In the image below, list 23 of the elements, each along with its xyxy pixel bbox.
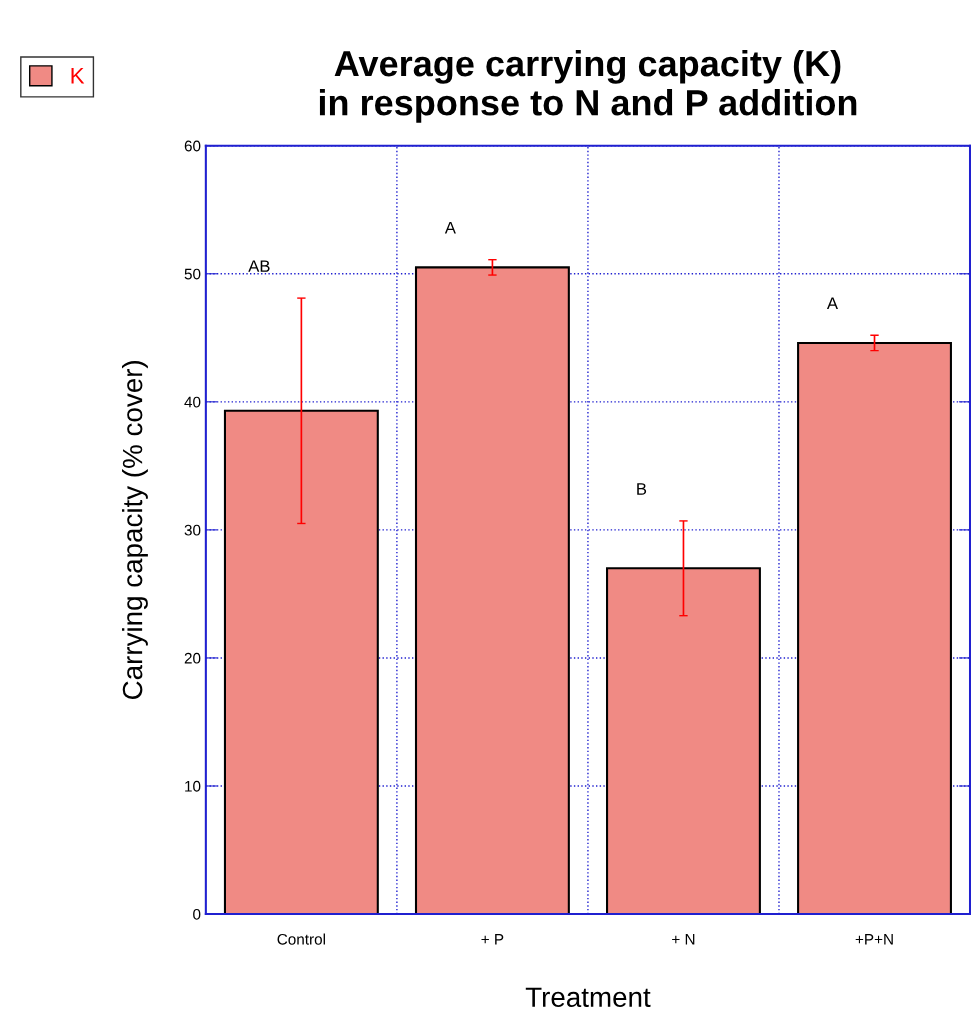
x-tick-label: Control — [277, 933, 325, 945]
annotation: A — [444, 221, 456, 234]
y-axis-title: Carrying capacity (% cover) — [121, 361, 148, 700]
bar — [414, 266, 570, 915]
x-tick-label: +P+N — [855, 934, 893, 945]
annotation: B — [637, 483, 647, 495]
legend-label: K — [71, 68, 85, 84]
bar — [606, 567, 761, 915]
annotation: A — [826, 297, 838, 309]
y-tick-label: 20 — [184, 652, 201, 664]
x-tick-label: + P — [481, 934, 504, 945]
chart-title: Average carrying capacity (K) in response to N and P addition — [319, 49, 857, 123]
y-tick-label: 0 — [193, 908, 201, 920]
annotation: AB — [248, 260, 270, 272]
y-tick-label: 50 — [184, 268, 201, 280]
y-tick-label: 10 — [185, 780, 201, 792]
bar — [223, 409, 379, 915]
x-tick-label: + N — [672, 934, 695, 945]
x-axis-title: Treatment — [525, 987, 651, 1008]
bar — [797, 341, 952, 915]
y-tick-label: 30 — [184, 524, 201, 536]
y-tick-label: 60 — [184, 140, 201, 152]
y-tick-label: 40 — [184, 396, 201, 408]
